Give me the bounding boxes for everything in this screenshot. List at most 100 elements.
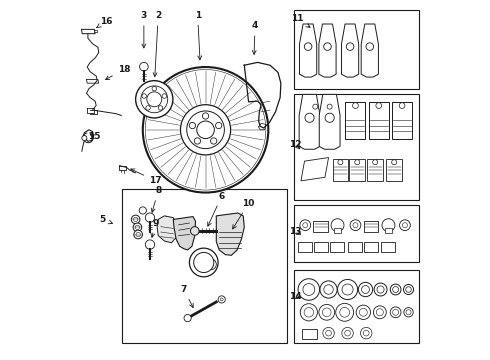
Circle shape — [134, 230, 143, 239]
Text: 8: 8 — [151, 186, 161, 212]
Polygon shape — [319, 24, 336, 77]
Circle shape — [298, 279, 319, 300]
Circle shape — [320, 281, 337, 298]
Text: 7: 7 — [181, 285, 193, 307]
Circle shape — [136, 232, 140, 237]
Circle shape — [141, 86, 168, 113]
Circle shape — [303, 223, 308, 228]
Circle shape — [361, 327, 372, 339]
Text: 15: 15 — [88, 132, 100, 141]
Circle shape — [162, 94, 167, 98]
Circle shape — [327, 104, 332, 109]
Polygon shape — [345, 102, 366, 139]
Circle shape — [353, 223, 358, 228]
Circle shape — [180, 105, 231, 155]
Circle shape — [406, 310, 411, 315]
Bar — [314, 242, 328, 252]
Circle shape — [146, 213, 155, 222]
Circle shape — [305, 113, 314, 122]
Circle shape — [216, 122, 222, 129]
Circle shape — [399, 220, 410, 230]
Circle shape — [331, 219, 344, 231]
Bar — [294, 94, 419, 200]
Bar — [294, 205, 419, 262]
Circle shape — [376, 309, 383, 316]
Text: 6: 6 — [208, 192, 225, 226]
Bar — [364, 221, 378, 231]
Text: 9: 9 — [151, 219, 159, 237]
Circle shape — [133, 217, 138, 222]
Polygon shape — [368, 102, 389, 139]
Circle shape — [304, 43, 312, 50]
Text: 10: 10 — [233, 199, 255, 229]
Polygon shape — [301, 158, 329, 181]
Bar — [314, 221, 328, 231]
Circle shape — [325, 113, 334, 122]
Circle shape — [404, 308, 413, 317]
Circle shape — [147, 92, 162, 107]
Circle shape — [146, 240, 155, 249]
Circle shape — [392, 309, 398, 315]
Circle shape — [403, 284, 414, 294]
Polygon shape — [299, 94, 320, 149]
Circle shape — [142, 94, 147, 98]
Text: 14: 14 — [289, 292, 301, 301]
Circle shape — [338, 279, 358, 300]
Circle shape — [353, 103, 358, 108]
Circle shape — [346, 43, 354, 50]
Circle shape — [342, 327, 353, 339]
Circle shape — [374, 283, 387, 296]
Circle shape — [340, 307, 350, 317]
Circle shape — [399, 103, 405, 108]
Text: 13: 13 — [289, 228, 301, 237]
Text: 3: 3 — [141, 11, 147, 48]
Bar — [381, 242, 395, 252]
Circle shape — [356, 305, 370, 319]
Bar — [302, 329, 317, 339]
Circle shape — [313, 104, 318, 109]
Polygon shape — [216, 213, 245, 255]
Circle shape — [136, 81, 173, 118]
Circle shape — [324, 285, 333, 294]
Circle shape — [146, 106, 150, 110]
Polygon shape — [392, 102, 412, 139]
Circle shape — [195, 138, 200, 144]
Text: 16: 16 — [97, 17, 112, 28]
Polygon shape — [173, 217, 196, 250]
Circle shape — [158, 106, 163, 110]
Circle shape — [194, 252, 214, 273]
Circle shape — [338, 160, 343, 165]
Circle shape — [133, 223, 142, 231]
Circle shape — [187, 111, 224, 149]
Circle shape — [377, 286, 384, 293]
Circle shape — [146, 69, 266, 190]
Bar — [294, 270, 419, 343]
Circle shape — [390, 284, 401, 295]
Circle shape — [362, 285, 369, 293]
Bar — [348, 242, 362, 252]
Text: 1: 1 — [195, 10, 202, 60]
Circle shape — [323, 327, 334, 339]
Circle shape — [342, 284, 353, 295]
Polygon shape — [299, 24, 317, 77]
Circle shape — [392, 287, 398, 292]
Circle shape — [390, 307, 401, 318]
Text: 11: 11 — [291, 14, 310, 27]
Bar — [365, 242, 378, 252]
Polygon shape — [368, 159, 383, 181]
Circle shape — [373, 306, 386, 319]
Circle shape — [350, 220, 361, 230]
Circle shape — [191, 226, 199, 235]
Circle shape — [355, 160, 360, 165]
Bar — [298, 242, 312, 252]
Circle shape — [364, 330, 369, 336]
Circle shape — [376, 103, 382, 108]
Circle shape — [189, 122, 196, 129]
Circle shape — [220, 298, 223, 301]
Circle shape — [152, 86, 156, 91]
Circle shape — [184, 315, 191, 321]
Text: 5: 5 — [99, 215, 113, 224]
Bar — [385, 228, 392, 233]
Circle shape — [324, 43, 331, 50]
Circle shape — [300, 304, 318, 321]
